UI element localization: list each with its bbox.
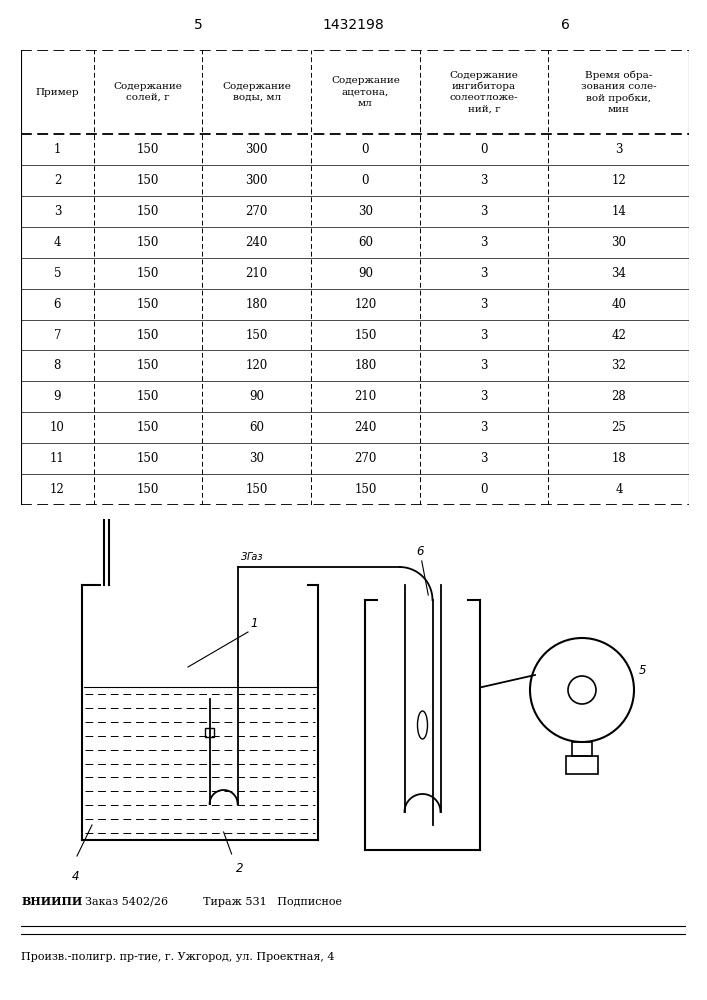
Text: 60: 60: [249, 421, 264, 434]
Text: 150: 150: [136, 298, 159, 311]
Text: 150: 150: [136, 329, 159, 342]
Text: 270: 270: [354, 452, 377, 465]
Text: 40: 40: [612, 298, 626, 311]
Text: 150: 150: [136, 483, 159, 496]
Text: 150: 150: [245, 329, 268, 342]
Text: 150: 150: [136, 143, 159, 156]
Text: 11: 11: [50, 452, 65, 465]
Bar: [566, 756, 598, 774]
Text: 3: 3: [480, 236, 488, 249]
Text: 150: 150: [136, 236, 159, 249]
Text: 150: 150: [245, 483, 268, 496]
Text: 3: 3: [480, 329, 488, 342]
Text: ВНИИПИ: ВНИИПИ: [21, 896, 83, 907]
Text: 180: 180: [354, 359, 376, 372]
Text: 12: 12: [50, 483, 65, 496]
Text: 1: 1: [250, 617, 257, 630]
Text: 90: 90: [358, 267, 373, 280]
Text: 3: 3: [480, 452, 488, 465]
Text: 3: 3: [480, 390, 488, 403]
Text: 0: 0: [480, 143, 488, 156]
Text: 150: 150: [354, 329, 377, 342]
Text: Заказ 5402/26          Тираж 531   Подписное: Заказ 5402/26 Тираж 531 Подписное: [78, 897, 341, 907]
Text: 6: 6: [561, 18, 570, 32]
Text: 210: 210: [245, 267, 268, 280]
Text: 3: 3: [240, 552, 247, 562]
Text: 210: 210: [354, 390, 376, 403]
Text: 150: 150: [136, 359, 159, 372]
Text: 1: 1: [54, 143, 61, 156]
Text: 2: 2: [54, 174, 61, 187]
Text: 12: 12: [612, 174, 626, 187]
Text: 270: 270: [245, 205, 268, 218]
Text: Произв.-полигр. пр-тие, г. Ужгород, ул. Проектная, 4: Произв.-полигр. пр-тие, г. Ужгород, ул. …: [21, 952, 334, 962]
Text: 240: 240: [354, 421, 377, 434]
Text: 5: 5: [194, 18, 202, 32]
Text: 120: 120: [354, 298, 376, 311]
Text: 150: 150: [136, 267, 159, 280]
Text: 30: 30: [358, 205, 373, 218]
Text: 4: 4: [54, 236, 62, 249]
Text: 150: 150: [136, 390, 159, 403]
Text: 7: 7: [54, 329, 62, 342]
Text: 3: 3: [480, 298, 488, 311]
Text: 34: 34: [612, 267, 626, 280]
Text: 3: 3: [480, 267, 488, 280]
Text: 60: 60: [358, 236, 373, 249]
Text: 30: 30: [612, 236, 626, 249]
Text: 150: 150: [136, 205, 159, 218]
Text: 150: 150: [136, 174, 159, 187]
Text: 5: 5: [54, 267, 62, 280]
Bar: [573, 742, 592, 756]
Text: 150: 150: [136, 421, 159, 434]
Text: 42: 42: [612, 329, 626, 342]
Text: 150: 150: [354, 483, 377, 496]
Text: Содержание
ингибитора
солеотложе-
ний, г: Содержание ингибитора солеотложе- ний, г: [450, 71, 518, 114]
Text: 2: 2: [235, 862, 243, 875]
Text: 90: 90: [249, 390, 264, 403]
Text: 3: 3: [54, 205, 62, 218]
Text: 9: 9: [54, 390, 62, 403]
Text: 8: 8: [54, 359, 61, 372]
Text: 25: 25: [612, 421, 626, 434]
Text: 14: 14: [612, 205, 626, 218]
Text: Время обра-
зования соле-
вой пробки,
мин: Время обра- зования соле- вой пробки, ми…: [581, 70, 657, 114]
Text: Содержание
ацетона,
мл: Содержание ацетона, мл: [331, 76, 399, 108]
Text: 32: 32: [612, 359, 626, 372]
Text: 6: 6: [54, 298, 62, 311]
Text: 4: 4: [615, 483, 623, 496]
Text: 6: 6: [416, 545, 424, 558]
Text: 300: 300: [245, 143, 268, 156]
Bar: [205, 728, 214, 736]
Text: 3: 3: [480, 421, 488, 434]
Text: 3: 3: [480, 174, 488, 187]
Text: Содержание
солей, г: Содержание солей, г: [114, 82, 182, 102]
Text: 5: 5: [639, 664, 646, 676]
Text: 4: 4: [72, 870, 79, 883]
Text: 180: 180: [245, 298, 268, 311]
Text: 0: 0: [361, 143, 369, 156]
Text: Содержание
воды, мл: Содержание воды, мл: [222, 82, 291, 102]
Text: 300: 300: [245, 174, 268, 187]
Text: 18: 18: [612, 452, 626, 465]
Text: Пример: Пример: [35, 88, 79, 97]
Text: 120: 120: [245, 359, 268, 372]
Text: 240: 240: [245, 236, 268, 249]
Text: 0: 0: [361, 174, 369, 187]
Text: 3: 3: [615, 143, 623, 156]
Text: 3: 3: [480, 359, 488, 372]
Text: 3: 3: [480, 205, 488, 218]
Text: 0: 0: [480, 483, 488, 496]
Text: 30: 30: [249, 452, 264, 465]
Text: 1432198: 1432198: [322, 18, 385, 32]
Text: 10: 10: [50, 421, 65, 434]
Text: Газ: Газ: [247, 552, 263, 562]
Text: 150: 150: [136, 452, 159, 465]
Text: 28: 28: [612, 390, 626, 403]
